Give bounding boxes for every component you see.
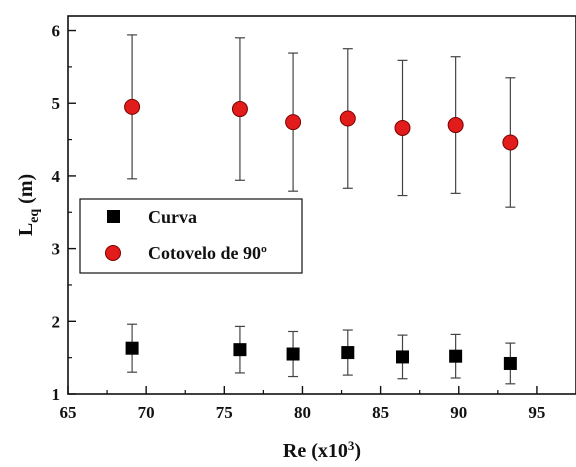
point-cotovelo-1 — [231, 101, 248, 118]
x-tick-label-1: 70 — [138, 403, 155, 422]
point-cotovelo-2 — [285, 114, 302, 131]
x-axis-title: Re (x103) — [283, 438, 361, 462]
y-tick-label-0: 1 — [52, 385, 61, 404]
y-tick-label-4: 5 — [52, 94, 61, 113]
y-axis-title-sub: eq — [27, 209, 42, 223]
point-cotovelo-0 — [124, 98, 141, 115]
x-tick-label-2: 75 — [216, 403, 233, 422]
legend-label-curva: Curva — [148, 207, 197, 227]
point-curva-0 — [125, 341, 139, 355]
y-axis-title-end: (m) — [15, 174, 37, 209]
point-cotovelo-3 — [339, 110, 356, 127]
point-curva-1 — [233, 343, 247, 357]
point-curva-4 — [395, 350, 409, 364]
y-tick-label-3: 4 — [52, 167, 61, 186]
x-tick-label-0: 65 — [60, 403, 77, 422]
legend: Curva Cotovelo de 90º — [79, 198, 303, 274]
x-tick-label-5: 90 — [450, 403, 467, 422]
x-tick-label-3: 80 — [294, 403, 311, 422]
point-cotovelo-5 — [447, 117, 464, 134]
y-tick-label-2: 3 — [52, 240, 61, 259]
x-axis-title-end: ) — [354, 440, 361, 462]
point-curva-2 — [286, 347, 300, 361]
point-cotovelo-6 — [502, 134, 519, 151]
point-curva-5 — [449, 349, 463, 363]
point-curva-3 — [341, 346, 355, 360]
y-tick-label-5: 6 — [52, 22, 61, 41]
x-axis-title-sup: 3 — [348, 438, 355, 453]
legend-marker-curva — [107, 210, 120, 223]
y-tick-label-1: 2 — [52, 312, 61, 331]
point-cotovelo-4 — [394, 119, 411, 136]
legend-marker-cotovelo — [105, 245, 121, 261]
x-axis-title-main: Re (x10 — [283, 440, 348, 462]
x-tick-label-4: 85 — [372, 403, 389, 422]
x-tick-label-6: 95 — [528, 403, 545, 422]
point-curva-6 — [503, 356, 517, 370]
legend-label-cotovelo: Cotovelo de 90º — [148, 243, 267, 263]
y-axis-title-main: L — [15, 223, 37, 236]
y-axis-title: Leq (m) — [15, 174, 42, 236]
